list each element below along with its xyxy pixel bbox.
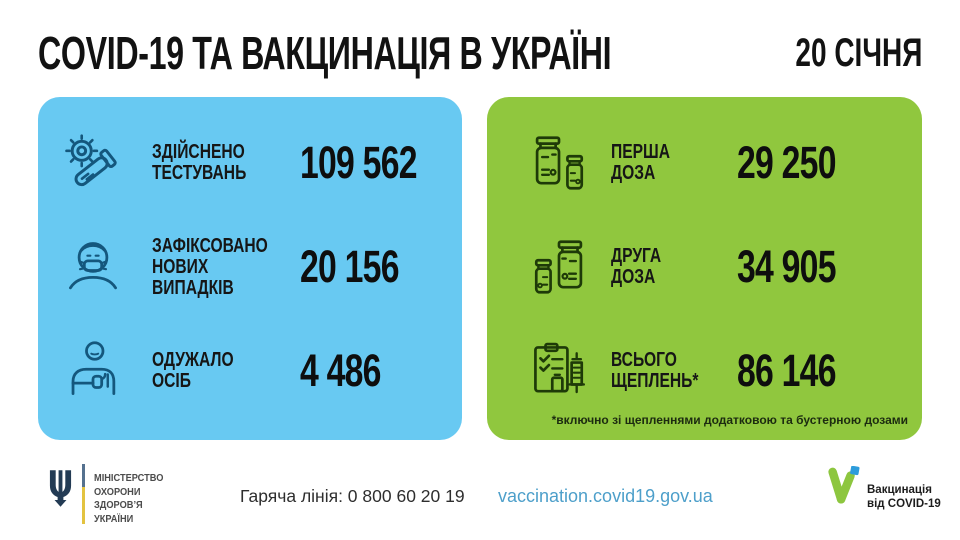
test-tube-virus-icon bbox=[60, 130, 152, 196]
vaccine-vials-first-dose-icon bbox=[527, 131, 611, 195]
vaccination-logo-text: Вакцинація від COVID-19 bbox=[867, 484, 941, 510]
vaccination-site-link[interactable]: vaccination.covid19.gov.ua bbox=[498, 486, 713, 506]
stat-value: 29 250 bbox=[737, 137, 836, 188]
stat-row-total-vaccinations: ВСЬОГО ЩЕПЛЕНЬ* 86 146 bbox=[527, 319, 908, 423]
covid-stats-panel: ЗДІЙСНЕНО ТЕСТУВАНЬ 109 562 bbox=[38, 97, 462, 440]
stat-row-second-dose: ДРУГА ДОЗА 34 905 bbox=[527, 215, 908, 319]
hotline-text: Гаряча лінія: 0 800 60 20 19 bbox=[240, 486, 465, 506]
flag-divider bbox=[82, 464, 85, 524]
vaccination-stats-panel: ПЕРША ДОЗА 29 250 bbox=[487, 97, 922, 440]
footnote: *включно зі щепленнями додатковою та бус… bbox=[551, 413, 908, 427]
stat-value: 86 146 bbox=[737, 345, 836, 396]
stat-value: 34 905 bbox=[737, 241, 836, 292]
vaccine-vials-second-dose-icon bbox=[527, 235, 611, 299]
stat-label: ВСЬОГО ЩЕПЛЕНЬ* bbox=[611, 349, 699, 392]
stat-value: 109 562 bbox=[300, 137, 418, 188]
vaccination-total-clipboard-icon bbox=[527, 339, 611, 403]
stat-value: 20 156 bbox=[300, 241, 399, 292]
ministry-logo: МІНІСТЕРСТВО ОХОРОНИ ЗДОРОВ’Я УКРАЇНИ bbox=[48, 464, 173, 526]
stat-label: ДРУГА ДОЗА bbox=[611, 245, 662, 288]
masked-person-icon bbox=[60, 234, 152, 300]
vaccination-campaign-logo: Вакцинація від COVID-19 bbox=[826, 465, 941, 513]
stat-row-new-cases: ЗАФІКСОВАНО НОВИХ ВИПАДКІВ 20 156 bbox=[60, 215, 444, 319]
page-title: COVID-19 ТА ВАКЦИНАЦІЯ В УКРАЇНІ bbox=[38, 27, 612, 79]
ministry-trident-icon bbox=[48, 464, 73, 512]
stat-row-first-dose: ПЕРША ДОЗА 29 250 bbox=[527, 111, 908, 215]
report-date: 20 СІЧНЯ bbox=[795, 31, 922, 75]
stat-row-recovered: ОДУЖАЛО ОСІБ 4 486 bbox=[60, 319, 444, 423]
stat-label: ПЕРША ДОЗА bbox=[611, 141, 670, 184]
stat-label: ОДУЖАЛО ОСІБ bbox=[152, 349, 234, 392]
stat-label: ЗДІЙСНЕНО ТЕСТУВАНЬ bbox=[152, 141, 247, 184]
stat-row-tests: ЗДІЙСНЕНО ТЕСТУВАНЬ 109 562 bbox=[60, 111, 444, 215]
ministry-name: МІНІСТЕРСТВО ОХОРОНИ ЗДОРОВ’Я УКРАЇНИ bbox=[94, 472, 164, 525]
vaccination-v-logo-icon bbox=[826, 465, 860, 513]
recovered-person-icon bbox=[60, 338, 152, 404]
stat-value: 4 486 bbox=[300, 345, 381, 396]
stat-label: ЗАФІКСОВАНО НОВИХ ВИПАДКІВ bbox=[152, 234, 268, 299]
